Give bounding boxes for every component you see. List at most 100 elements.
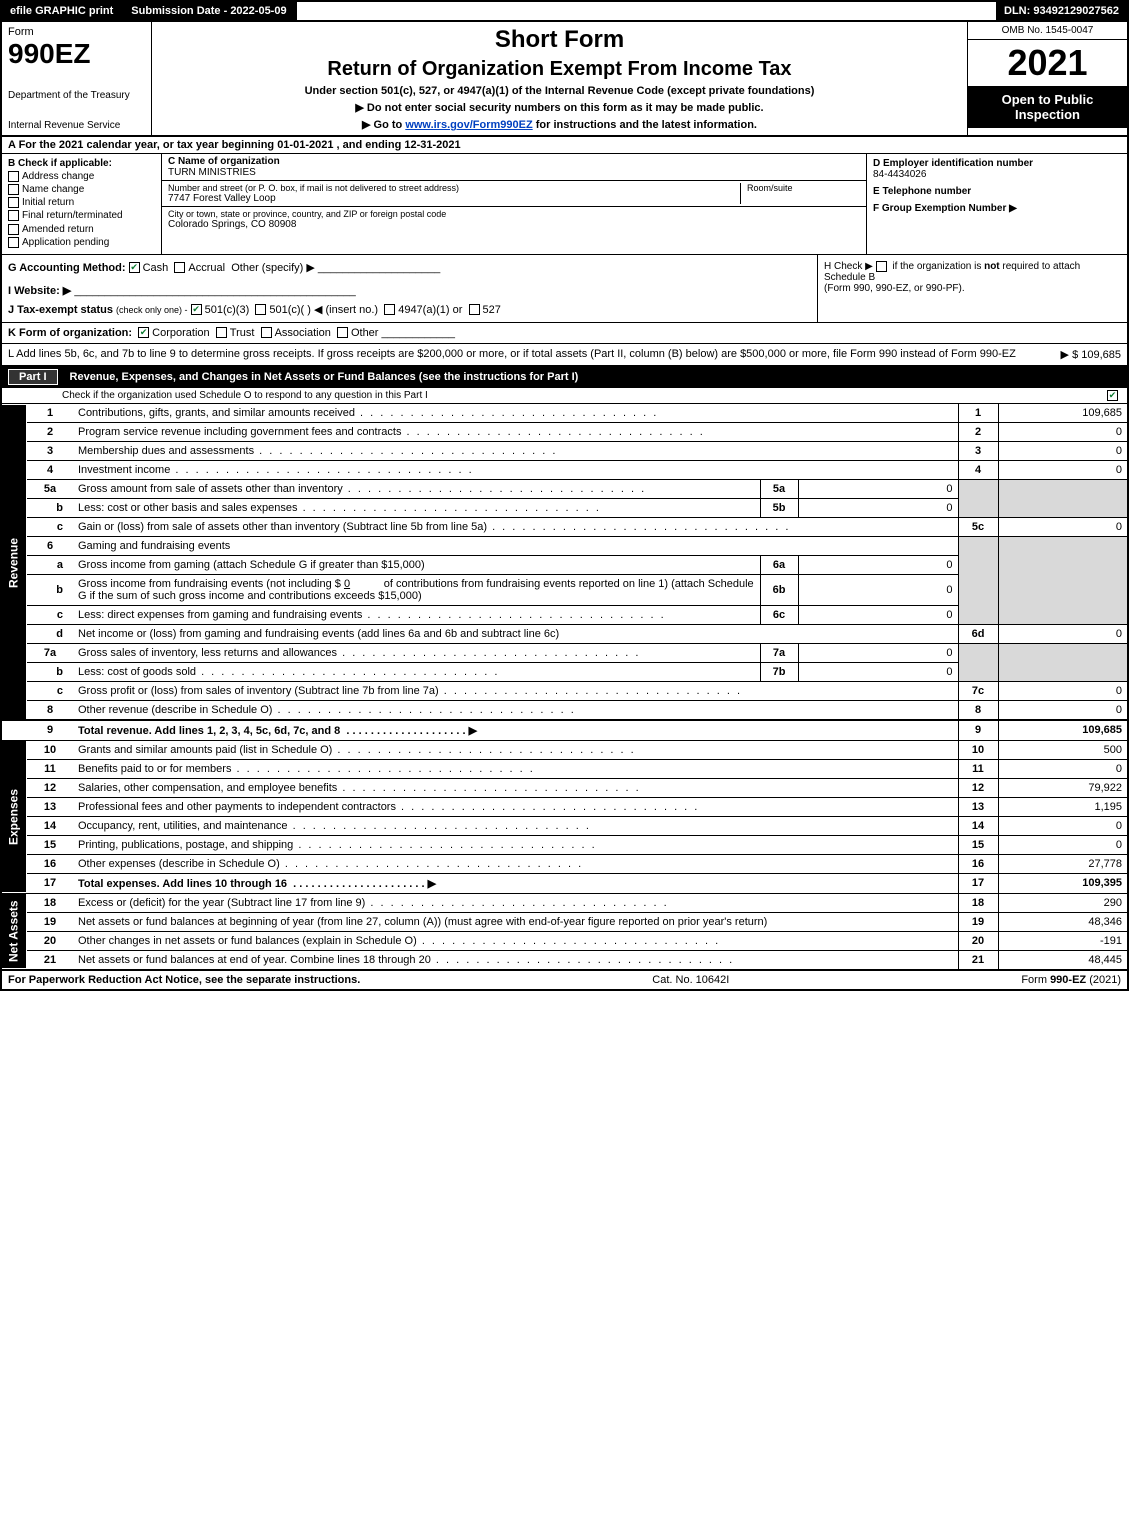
dept-treasury: Department of the Treasury	[8, 90, 145, 101]
l20-boxnum: 20	[958, 931, 998, 950]
chk-initial-return[interactable]: Initial return	[8, 197, 155, 208]
chk-amended-return[interactable]: Amended return	[8, 224, 155, 235]
l11-num: 11	[27, 759, 73, 778]
h-not: not	[984, 261, 1000, 272]
l4-boxnum: 4	[958, 460, 998, 479]
efile-print[interactable]: efile GRAPHIC print	[2, 2, 123, 20]
chk-4947[interactable]	[384, 304, 395, 315]
section-a: A For the 2021 calendar year, or tax yea…	[0, 137, 1129, 154]
l6a-innum: 6a	[760, 555, 798, 574]
l5c-boxnum: 5c	[958, 517, 998, 536]
form-label: Form	[8, 26, 145, 38]
top-spacer	[297, 2, 996, 20]
l21-boxnum: 21	[958, 950, 998, 969]
e-label: E Telephone number	[873, 186, 1121, 197]
l9-boxnum: 9	[958, 720, 998, 741]
chk-amended-return-label: Amended return	[22, 224, 94, 235]
chk-corporation[interactable]	[138, 327, 149, 338]
g-cash: Cash	[143, 262, 169, 274]
section-h: H Check ▶ if the organization is not req…	[817, 255, 1127, 322]
l9-val: 109,685	[998, 720, 1128, 741]
chk-application-pending[interactable]: Application pending	[8, 237, 155, 248]
chk-h[interactable]	[876, 261, 887, 272]
l18-val: 290	[998, 893, 1128, 912]
chk-527[interactable]	[469, 304, 480, 315]
l6c-num: c	[27, 605, 73, 624]
l5-greyval	[998, 479, 1128, 517]
chk-other-org[interactable]	[337, 327, 348, 338]
chk-501c[interactable]	[255, 304, 266, 315]
j-527: 527	[483, 304, 501, 316]
vlabel-netassets: Net Assets	[1, 893, 27, 969]
chk-schedule-o[interactable]	[1107, 390, 1118, 401]
part1-title: Revenue, Expenses, and Changes in Net As…	[70, 371, 579, 383]
c-name-row: C Name of organization TURN MINISTRIES	[162, 154, 866, 181]
j-501c3: 501(c)(3)	[205, 304, 250, 316]
section-c: C Name of organization TURN MINISTRIES N…	[162, 154, 867, 254]
l16-num: 16	[27, 854, 73, 873]
h-text4: (Form 990, 990-EZ, or 990-PF).	[824, 283, 965, 294]
chk-accrual[interactable]	[174, 262, 185, 273]
chk-final-return[interactable]: Final return/terminated	[8, 210, 155, 221]
l5b-num: b	[27, 498, 73, 517]
l18-num: 18	[27, 893, 73, 912]
l14-val: 0	[998, 816, 1128, 835]
header-center: Short Form Return of Organization Exempt…	[152, 22, 967, 135]
dept-irs: Internal Revenue Service	[8, 120, 145, 131]
l12-val: 79,922	[998, 778, 1128, 797]
l6b-d1v: 0	[344, 578, 350, 590]
l2-val: 0	[998, 422, 1128, 441]
l17-boxnum: 17	[958, 873, 998, 893]
e-block: E Telephone number	[873, 186, 1121, 197]
b-header: B Check if applicable:	[8, 158, 155, 169]
ein: 84-4434026	[873, 169, 1121, 180]
footer: For Paperwork Reduction Act Notice, see …	[0, 970, 1129, 991]
l5a-desc: Gross amount from sale of assets other t…	[73, 479, 760, 498]
chk-501c3[interactable]	[191, 304, 202, 315]
line-7a: 7a Gross sales of inventory, less return…	[1, 643, 1128, 662]
l10-boxnum: 10	[958, 740, 998, 759]
part1-sub-text: Check if the organization used Schedule …	[62, 390, 428, 401]
line-10: Expenses 10 Grants and similar amounts p…	[1, 740, 1128, 759]
j-label: J Tax-exempt status	[8, 304, 113, 316]
l1-desc: Contributions, gifts, grants, and simila…	[73, 404, 958, 423]
l3-val: 0	[998, 441, 1128, 460]
l6-greybox	[958, 536, 998, 624]
l9-num: 9	[27, 720, 73, 741]
irs-link[interactable]: www.irs.gov/Form990EZ	[405, 119, 532, 131]
lines-table: Revenue 1 Contributions, gifts, grants, …	[0, 404, 1129, 970]
l17-desc: Total expenses. Add lines 10 through 16 …	[73, 873, 958, 893]
chk-final-return-label: Final return/terminated	[22, 211, 123, 222]
chk-association[interactable]	[261, 327, 272, 338]
l7b-inval: 0	[798, 662, 958, 681]
chk-address-change[interactable]: Address change	[8, 171, 155, 182]
omb-number: OMB No. 1545-0047	[968, 22, 1127, 40]
l7-greybox	[958, 643, 998, 681]
short-form-title: Short Form	[160, 26, 959, 54]
l15-val: 0	[998, 835, 1128, 854]
k-other: Other	[351, 327, 379, 339]
chk-cash[interactable]	[129, 262, 140, 273]
section-b: B Check if applicable: Address change Na…	[2, 154, 162, 254]
chk-name-change[interactable]: Name change	[8, 184, 155, 195]
l8-val: 0	[998, 700, 1128, 720]
l6d-boxnum: 6d	[958, 624, 998, 643]
g-accrual: Accrual	[188, 262, 225, 274]
l14-num: 14	[27, 816, 73, 835]
l19-desc: Net assets or fund balances at beginning…	[73, 912, 958, 931]
org-name: TURN MINISTRIES	[168, 167, 860, 178]
open-to-public: Open to Public Inspection	[968, 86, 1127, 128]
line-7c: c Gross profit or (loss) from sales of i…	[1, 681, 1128, 700]
l6-num: 6	[27, 536, 73, 555]
org-city: Colorado Springs, CO 80908	[168, 219, 860, 230]
vlabel-revenue: Revenue	[1, 404, 27, 720]
l3-num: 3	[27, 441, 73, 460]
l20-val: -191	[998, 931, 1128, 950]
l13-val: 1,195	[998, 797, 1128, 816]
section-g: G Accounting Method: Cash Accrual Other …	[2, 255, 817, 322]
instruction-ssn: ▶ Do not enter social security numbers o…	[160, 101, 959, 114]
l3-boxnum: 3	[958, 441, 998, 460]
l6c-desc: Less: direct expenses from gaming and fu…	[73, 605, 760, 624]
line-21: 21 Net assets or fund balances at end of…	[1, 950, 1128, 969]
chk-trust[interactable]	[216, 327, 227, 338]
